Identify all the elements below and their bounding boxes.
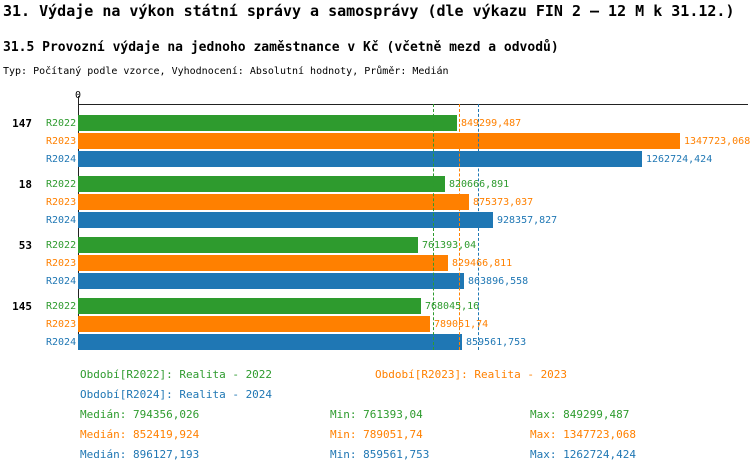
bar-r2024-group-147 xyxy=(78,151,642,167)
value-label-r2023-group-147: 1347723,068 xyxy=(684,136,750,147)
bar-r2022-group-53 xyxy=(78,237,418,253)
stat-median-r2024: Medián: 896127,193 xyxy=(80,448,200,461)
series-label-r2022: R2022 xyxy=(46,179,77,190)
group-label-18: 18 xyxy=(18,178,32,191)
median-line-r2024 xyxy=(478,104,479,350)
bar-r2024-group-53 xyxy=(78,273,464,289)
bar-r2023-group-147 xyxy=(78,133,680,149)
value-label-r2024-group-18: 928357,827 xyxy=(497,215,558,226)
legend-item-r2024: Období[R2024]: Realita - 2024 xyxy=(80,388,273,401)
bar-r2024-group-145 xyxy=(78,334,462,350)
legend-item-r2022: Období[R2022]: Realita - 2022 xyxy=(80,368,273,381)
series-label-r2024: R2024 xyxy=(46,154,77,165)
value-label-r2024-group-145: 859561,753 xyxy=(466,337,527,348)
stat-median-r2023: Medián: 852419,924 xyxy=(80,428,200,441)
value-label-r2022-group-53: 761393,04 xyxy=(422,240,477,251)
median-line-r2022 xyxy=(433,104,434,350)
bar-r2022-group-145 xyxy=(78,298,421,314)
report-section-title: 31. Výdaje na výkon státní správy a samo… xyxy=(3,2,735,20)
value-label-r2024-group-53: 863896,558 xyxy=(468,276,529,287)
bar-r2023-group-145 xyxy=(78,316,430,332)
chart-title: 31.5 Provozní výdaje na jednoho zaměstna… xyxy=(3,40,559,55)
value-label-r2023-group-53: 829466,811 xyxy=(452,258,513,269)
series-label-r2024: R2024 xyxy=(46,337,77,348)
series-label-r2023: R2023 xyxy=(46,136,77,147)
bar-r2023-group-18 xyxy=(78,194,469,210)
stat-max-r2022: Max: 849299,487 xyxy=(530,408,630,421)
bar-r2022-group-147 xyxy=(78,115,457,131)
value-label-r2022-group-145: 768045,16 xyxy=(425,301,480,312)
series-label-r2024: R2024 xyxy=(46,215,77,226)
stat-median-r2022: Medián: 794356,026 xyxy=(80,408,200,421)
group-label-145: 145 xyxy=(12,300,32,313)
bar-chart: 0 147 R2022 849299,487 R2023 1347723,068 R202… xyxy=(0,88,750,360)
bar-r2022-group-18 xyxy=(78,176,445,192)
series-label-r2022: R2022 xyxy=(46,240,77,251)
x-axis-tick xyxy=(78,96,79,104)
legend-item-r2023: Období[R2023]: Realita - 2023 xyxy=(375,368,568,381)
bar-r2023-group-53 xyxy=(78,255,448,271)
series-label-r2023: R2023 xyxy=(46,258,77,269)
median-line-r2023 xyxy=(459,104,460,350)
stat-max-r2024: Max: 1262724,424 xyxy=(530,448,636,461)
group-label-147: 147 xyxy=(12,117,32,130)
group-label-53: 53 xyxy=(18,239,32,252)
value-label-r2024-group-147: 1262724,424 xyxy=(646,154,713,165)
bar-r2024-group-18 xyxy=(78,212,493,228)
value-label-r2022-group-147: 849299,487 xyxy=(461,118,522,129)
stat-min-r2024: Min: 859561,753 xyxy=(330,448,430,461)
stat-max-r2023: Max: 1347723,068 xyxy=(530,428,636,441)
x-axis-line xyxy=(78,104,748,105)
value-label-r2023-group-145: 789051,74 xyxy=(434,319,489,330)
series-label-r2023: R2023 xyxy=(46,319,77,330)
series-label-r2024: R2024 xyxy=(46,276,77,287)
x-axis-origin-label: 0 xyxy=(74,90,82,101)
series-label-r2023: R2023 xyxy=(46,197,77,208)
chart-meta: Typ: Počítaný podle vzorce, Vyhodnocení:… xyxy=(3,66,449,77)
stat-min-r2022: Min: 761393,04 xyxy=(330,408,423,421)
stat-min-r2023: Min: 789051,74 xyxy=(330,428,423,441)
series-label-r2022: R2022 xyxy=(46,301,77,312)
value-label-r2022-group-18: 820666,891 xyxy=(449,179,510,190)
value-label-r2023-group-18: 875373,037 xyxy=(473,197,534,208)
series-label-r2022: R2022 xyxy=(46,118,77,129)
